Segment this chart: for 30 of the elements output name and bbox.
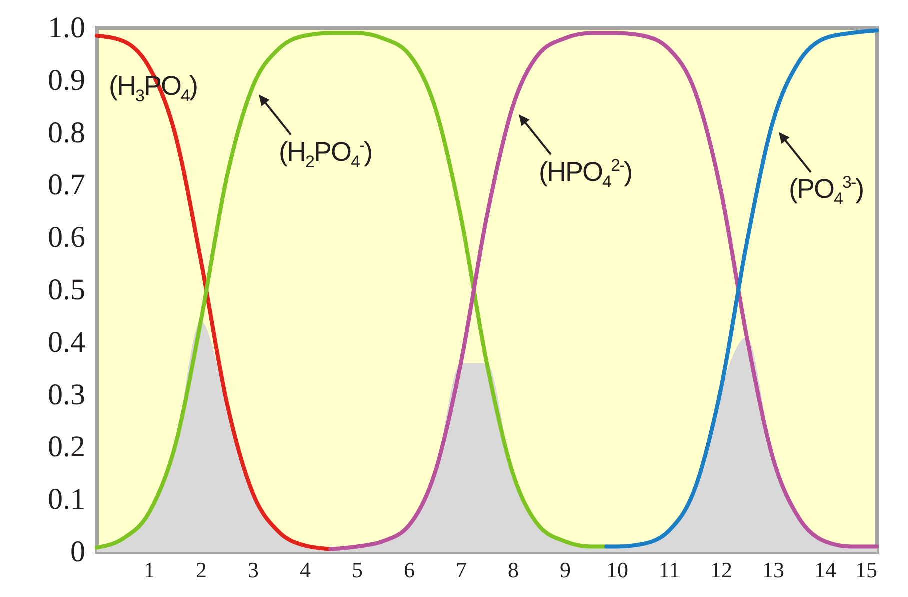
- y-tick-label: 0.7: [48, 168, 86, 202]
- x-tick-label: 7: [456, 558, 467, 582]
- x-tick-label: 13: [762, 558, 784, 582]
- x-tick-label: 11: [658, 558, 680, 582]
- x-tick-label: 10: [606, 558, 628, 582]
- x-tick-label: 4: [300, 558, 311, 582]
- x-tick-label: 14: [814, 558, 836, 582]
- y-tick-label: 0.6: [48, 221, 86, 254]
- y-tick-label: 0.8: [48, 116, 86, 150]
- x-tick-label: 15: [856, 558, 878, 582]
- y-tick-label: 0.2: [48, 430, 86, 464]
- y-tick-label: 0.1: [48, 483, 86, 516]
- x-tick-label: 3: [248, 558, 259, 582]
- series-label: (PO$_{4}$$^{3-}$): [789, 173, 864, 209]
- x-tick-label: 9: [560, 558, 571, 582]
- x-tick-label: 6: [404, 558, 415, 582]
- x-tick-label: 5: [352, 558, 363, 582]
- y-tick-label: 0: [70, 536, 86, 568]
- series-label: (H$_{2}$PO$_{4}$$^{-}$): [279, 136, 372, 172]
- y-tick-label: 1.0: [48, 12, 86, 44]
- series-label: (HPO$_{4}$$^{2-}$): [539, 156, 632, 191]
- y-tick-label: 0.9: [48, 64, 86, 97]
- x-tick-label: 1: [144, 558, 155, 582]
- y-tick-label: 0.5: [48, 274, 86, 306]
- x-tick-label: 8: [508, 558, 519, 582]
- y-tick-label: 0.4: [48, 326, 86, 359]
- x-tick-label: 2: [196, 558, 207, 582]
- y-tick-label: 0.3: [48, 378, 86, 412]
- line-series: [604, 28, 879, 549]
- x-tick-label: 12: [710, 558, 732, 582]
